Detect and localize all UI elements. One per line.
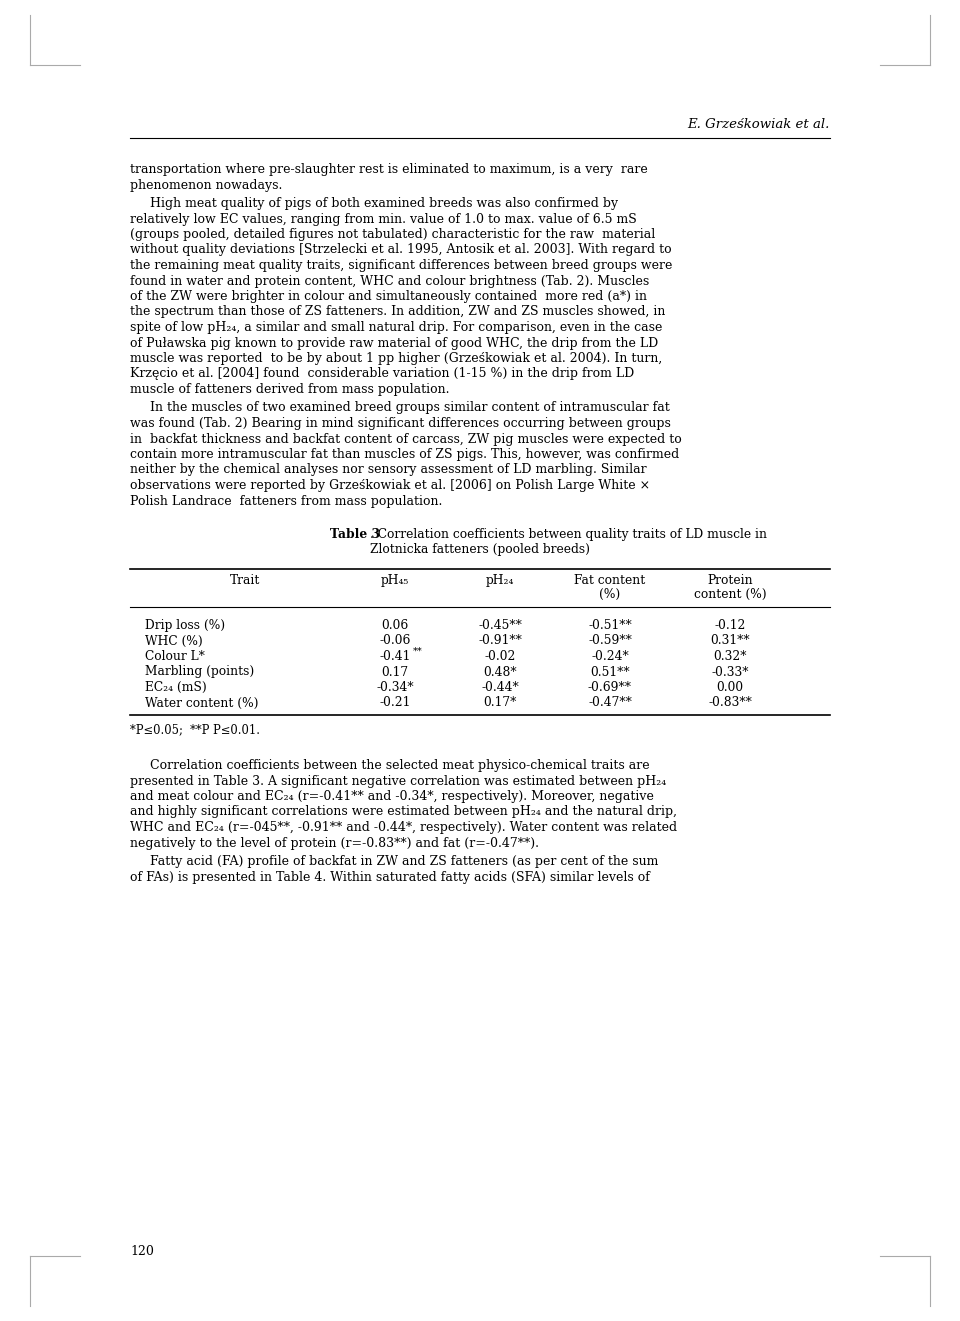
Text: -0.24*: -0.24* <box>591 650 629 663</box>
Text: of the ZW were brighter in colour and simultaneously contained  more red (a*) in: of the ZW were brighter in colour and si… <box>130 291 647 303</box>
Text: and meat colour and EC₂₄ (r=-0.41** and -0.34*, respectively). Moreover, negativ: and meat colour and EC₂₄ (r=-0.41** and … <box>130 790 654 803</box>
Text: Fat content: Fat content <box>574 575 646 587</box>
Text: the remaining meat quality traits, significant differences between breed groups : the remaining meat quality traits, signi… <box>130 259 672 272</box>
Text: -0.21: -0.21 <box>379 696 411 709</box>
Text: 0.32*: 0.32* <box>713 650 747 663</box>
Text: Water content (%): Water content (%) <box>145 696 258 709</box>
Text: Protein: Protein <box>708 575 753 587</box>
Text: Colour L*: Colour L* <box>145 650 204 663</box>
Text: content (%): content (%) <box>694 588 766 601</box>
Text: relatively low EC values, ranging from min. value of 1.0 to max. value of 6.5 mS: relatively low EC values, ranging from m… <box>130 213 636 226</box>
Text: -0.02: -0.02 <box>484 650 516 663</box>
Text: -0.33*: -0.33* <box>711 666 749 679</box>
Text: Polish Landrace  fatteners from mass population.: Polish Landrace fatteners from mass popu… <box>130 494 443 507</box>
Text: -0.06: -0.06 <box>379 634 411 647</box>
Text: pH₄₅: pH₄₅ <box>381 575 409 588</box>
Text: 0.31**: 0.31** <box>710 634 750 647</box>
Text: (%): (%) <box>599 588 620 601</box>
Text: observations were reported by Grześkowiak et al. [2006] on Polish Large White ×: observations were reported by Grześkowia… <box>130 480 650 491</box>
Text: 0.17: 0.17 <box>381 666 409 679</box>
Text: contain more intramuscular fat than muscles of ZS pigs. This, however, was confi: contain more intramuscular fat than musc… <box>130 448 680 461</box>
Text: -0.44*: -0.44* <box>481 682 518 694</box>
Text: Correlation coefficients between the selected meat physico-chemical traits are: Correlation coefficients between the sel… <box>130 760 650 771</box>
Text: -0.41: -0.41 <box>379 650 411 663</box>
Text: Drip loss (%): Drip loss (%) <box>145 620 226 631</box>
Text: E. Grześkowiak et al.: E. Grześkowiak et al. <box>687 118 830 131</box>
Text: -0.12: -0.12 <box>714 620 746 631</box>
Text: In the muscles of two examined breed groups similar content of intramuscular fat: In the muscles of two examined breed gro… <box>130 402 670 415</box>
Text: of Puławska pig known to provide raw material of good WHC, the drip from the LD: of Puławska pig known to provide raw mat… <box>130 337 659 350</box>
Text: High meat quality of pigs of both examined breeds was also confirmed by: High meat quality of pigs of both examin… <box>130 197 618 210</box>
Text: 0.17*: 0.17* <box>483 696 516 709</box>
Text: pH₂₄: pH₂₄ <box>486 575 515 588</box>
Text: muscle was reported  to be by about 1 pp higher (Grześkowiak et al. 2004). In tu: muscle was reported to be by about 1 pp … <box>130 351 662 365</box>
Text: 0.00: 0.00 <box>716 682 744 694</box>
Text: neither by the chemical analyses nor sensory assessment of LD marbling. Similar: neither by the chemical analyses nor sen… <box>130 464 647 477</box>
Text: phenomenon nowadays.: phenomenon nowadays. <box>130 178 282 192</box>
Text: 0.06: 0.06 <box>381 620 409 631</box>
Text: found in water and protein content, WHC and colour brightness (Tab. 2). Muscles: found in water and protein content, WHC … <box>130 275 649 288</box>
Text: Marbling (points): Marbling (points) <box>145 666 254 679</box>
Text: -0.91**: -0.91** <box>478 634 522 647</box>
Text: Fatty acid (FA) profile of backfat in ZW and ZS fatteners (as per cent of the su: Fatty acid (FA) profile of backfat in ZW… <box>130 855 659 868</box>
Text: Table 3: Table 3 <box>330 528 380 542</box>
Text: spite of low pH₂₄, a similar and small natural drip. For comparison, even in the: spite of low pH₂₄, a similar and small n… <box>130 321 662 334</box>
Text: 0.51**: 0.51** <box>590 666 630 679</box>
Text: and highly significant correlations were estimated between pH₂₄ and the natural : and highly significant correlations were… <box>130 806 677 819</box>
Text: WHC (%): WHC (%) <box>145 634 203 647</box>
Text: *P≤0.05;  **P P≤0.01.: *P≤0.05; **P P≤0.01. <box>130 723 260 736</box>
Text: (groups pooled, detailed figures not tabulated) characteristic for the raw  mate: (groups pooled, detailed figures not tab… <box>130 229 656 240</box>
Text: presented in Table 3. A significant negative correlation was estimated between p: presented in Table 3. A significant nega… <box>130 774 666 787</box>
Text: -0.34*: -0.34* <box>376 682 414 694</box>
Text: transportation where pre-slaughter rest is eliminated to maximum, is a very  rar: transportation where pre-slaughter rest … <box>130 162 648 176</box>
Text: 120: 120 <box>130 1244 154 1258</box>
Text: negatively to the level of protein (r=-0.83**) and fat (r=-0.47**).: negatively to the level of protein (r=-0… <box>130 836 539 849</box>
Text: EC₂₄ (mS): EC₂₄ (mS) <box>145 682 206 694</box>
Text: -0.59**: -0.59** <box>588 634 632 647</box>
Text: 0.48*: 0.48* <box>483 666 516 679</box>
Text: was found (Tab. 2) Bearing in mind significant differences occurring between gro: was found (Tab. 2) Bearing in mind signi… <box>130 417 671 431</box>
Text: Zlotnicka fatteners (pooled breeds): Zlotnicka fatteners (pooled breeds) <box>370 543 590 556</box>
Text: **: ** <box>413 647 422 657</box>
Text: in  backfat thickness and backfat content of carcass, ZW pig muscles were expect: in backfat thickness and backfat content… <box>130 432 682 445</box>
Text: without quality deviations [Strzelecki et al. 1995, Antosik et al. 2003]. With r: without quality deviations [Strzelecki e… <box>130 243 672 256</box>
Text: Trait: Trait <box>229 575 260 588</box>
Text: of FAs) is presented in Table 4. Within saturated fatty acids (SFA) similar leve: of FAs) is presented in Table 4. Within … <box>130 871 650 884</box>
Text: muscle of fatteners derived from mass population.: muscle of fatteners derived from mass po… <box>130 383 449 396</box>
Text: Krzęcio et al. [2004] found  considerable variation (1-15 %) in the drip from LD: Krzęcio et al. [2004] found considerable… <box>130 367 635 380</box>
Text: -0.51**: -0.51** <box>588 620 632 631</box>
Text: -0.69**: -0.69** <box>588 682 632 694</box>
Text: . Correlation coefficients between quality traits of LD muscle in: . Correlation coefficients between quali… <box>370 528 767 542</box>
Text: -0.47**: -0.47** <box>588 696 632 709</box>
Text: -0.83**: -0.83** <box>708 696 752 709</box>
Text: WHC and EC₂₄ (r=-045**, -0.91** and -0.44*, respectively). Water content was rel: WHC and EC₂₄ (r=-045**, -0.91** and -0.4… <box>130 820 677 834</box>
Text: the spectrum than those of ZS fatteners. In addition, ZW and ZS muscles showed, : the spectrum than those of ZS fatteners.… <box>130 305 665 318</box>
Text: -0.45**: -0.45** <box>478 620 522 631</box>
